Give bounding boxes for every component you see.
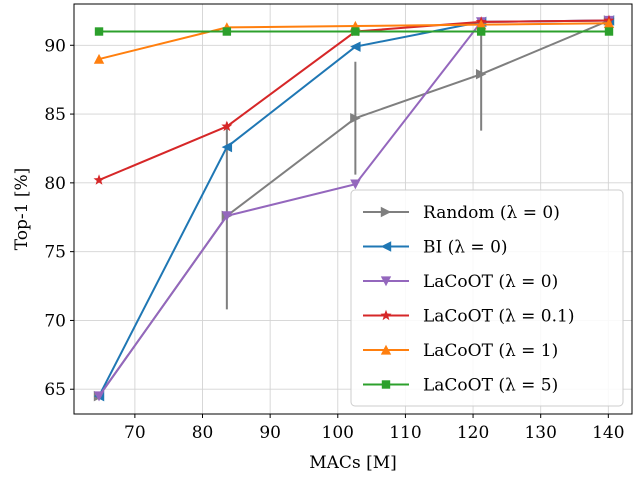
data-point	[475, 68, 487, 80]
legend-marker	[380, 309, 392, 321]
data-point	[350, 41, 361, 52]
x-tick-label: 140	[592, 423, 624, 443]
data-point	[221, 211, 233, 222]
legend-label: LaCoOT (λ = 5)	[423, 376, 558, 396]
tick-layer: 70 80 90 100 110 120 130 140 65 70 75 80 85 90	[44, 36, 624, 443]
data-point	[603, 18, 615, 28]
data-point	[94, 27, 104, 36]
series-layer	[93, 14, 615, 402]
legend-label: BI (λ = 0)	[423, 238, 508, 258]
legend-marker	[380, 344, 392, 355]
legend-item: BI (λ = 0)	[363, 238, 508, 258]
data-point	[93, 53, 105, 64]
x-tick-label: 120	[457, 423, 489, 443]
series-4	[93, 18, 615, 64]
data-point	[350, 179, 361, 190]
legend-marker	[380, 206, 392, 218]
legend-marker	[380, 241, 392, 252]
x-tick-label: 90	[259, 423, 281, 443]
data-point	[221, 120, 233, 132]
legend-item: LaCoOT (λ = 0)	[363, 272, 558, 292]
data-point	[221, 141, 233, 153]
legend-item: LaCoOT (λ = 0.1)	[363, 307, 574, 327]
legend-item: LaCoOT (λ = 1)	[363, 341, 558, 361]
legend-label: Random (λ = 0)	[423, 203, 560, 223]
legend-box	[350, 189, 624, 407]
plot-frame	[73, 3, 633, 415]
data-point	[350, 112, 361, 124]
data-point	[351, 27, 360, 36]
y-tick-label: 70	[44, 311, 66, 331]
legend-label: LaCoOT (λ = 0)	[423, 272, 558, 292]
data-point	[93, 174, 105, 185]
legend-item: LaCoOT (λ = 5)	[363, 376, 558, 396]
x-axis-label: MACs [M]	[309, 453, 397, 473]
data-point	[476, 27, 486, 36]
series-5	[94, 27, 614, 36]
legend-item: Random (λ = 0)	[363, 203, 560, 223]
x-tick-label: 130	[524, 423, 556, 443]
y-tick-label: 90	[44, 36, 66, 56]
series-line	[98, 19, 610, 182]
legend: Random (λ = 0) BI (λ = 0) LaCoOT (λ = 0) La…	[350, 189, 624, 407]
data-point	[604, 27, 614, 36]
x-tick-label: 70	[124, 423, 146, 443]
y-tick-label: 85	[44, 105, 66, 125]
y-tick-label: 65	[44, 380, 66, 400]
y-tick-label: 80	[44, 174, 66, 194]
legend-marker	[381, 380, 391, 389]
data-point	[475, 19, 487, 30]
y-axis-label: Top-1 [%]	[12, 168, 32, 251]
x-tick-label: 100	[322, 423, 354, 443]
x-tick-label: 80	[192, 423, 214, 443]
data-point	[93, 391, 105, 402]
y-tick-label: 75	[44, 243, 66, 263]
legend-label: LaCoOT (λ = 0.1)	[423, 307, 574, 327]
x-tick-label: 110	[389, 423, 421, 443]
data-point	[222, 27, 232, 36]
legend-marker	[380, 276, 392, 287]
legend-label: LaCoOT (λ = 1)	[423, 341, 558, 361]
